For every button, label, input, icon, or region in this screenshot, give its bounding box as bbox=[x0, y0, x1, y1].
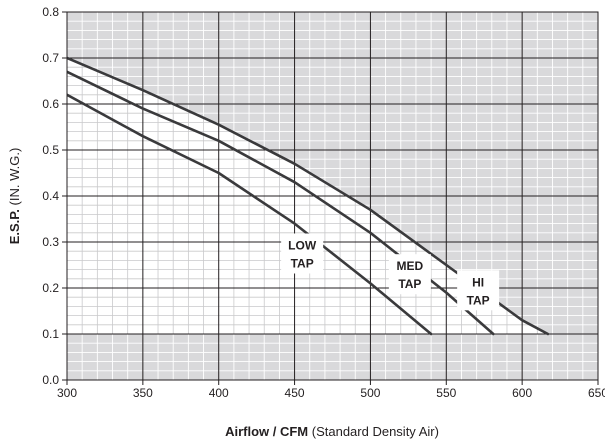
x-tick-label: 550 bbox=[436, 386, 456, 400]
x-axis-title-rest: (Standard Density Air) bbox=[312, 424, 439, 439]
y-tick-label: 0.0 bbox=[42, 373, 59, 387]
tap-label-box bbox=[281, 233, 324, 274]
y-axis-ticks: 0.0 0.1 0.2 0.3 0.4 0.5 0.6 0.7 0.8 bbox=[42, 5, 67, 387]
y-tick-label: 0.1 bbox=[42, 327, 59, 341]
y-tick-label: 0.8 bbox=[42, 5, 59, 19]
tap-labels: LOW TAP MED TAP HI TAP bbox=[281, 233, 500, 311]
y-axis-title: E.S.P. (IN. W.G.) bbox=[7, 148, 22, 245]
x-axis-title-bold: Airflow / CFM bbox=[225, 424, 308, 439]
y-tick-label: 0.6 bbox=[42, 97, 59, 111]
tap-label-box bbox=[457, 270, 500, 311]
y-tick-label: 0.7 bbox=[42, 51, 59, 65]
low-tap-label: LOW TAP bbox=[281, 233, 324, 274]
x-tick-label: 500 bbox=[360, 386, 380, 400]
y-tick-label: 0.5 bbox=[42, 143, 59, 157]
tap-label-text: TAP bbox=[291, 257, 314, 271]
low-tap-curve bbox=[67, 93, 433, 336]
tap-label-text: MED bbox=[397, 259, 424, 273]
tap-label-text: TAP bbox=[398, 277, 421, 291]
tap-label-box bbox=[388, 254, 431, 295]
x-tick-label: 300 bbox=[57, 386, 77, 400]
med-tap-curve bbox=[67, 70, 495, 336]
x-tick-label: 350 bbox=[133, 386, 153, 400]
med-tap-label: MED TAP bbox=[388, 254, 431, 295]
x-tick-label: 600 bbox=[512, 386, 532, 400]
tap-label-text: TAP bbox=[467, 293, 490, 307]
x-axis-title: Airflow / CFM (Standard Density Air) bbox=[225, 424, 439, 439]
y-tick-label: 0.3 bbox=[42, 235, 59, 249]
y-axis-title-rest: (IN. W.G.) bbox=[7, 148, 22, 206]
y-tick-label: 0.4 bbox=[42, 189, 59, 203]
x-tick-label: 650 bbox=[588, 386, 605, 400]
hi-tap-curve bbox=[67, 56, 550, 336]
y-axis-title-bold: E.S.P. bbox=[7, 209, 22, 244]
y-tick-label: 0.2 bbox=[42, 281, 59, 295]
curve-layer bbox=[67, 56, 550, 336]
x-tick-label: 400 bbox=[209, 386, 229, 400]
x-axis-ticks: 300 350 400 450 500 550 600 650 bbox=[57, 380, 605, 400]
x-tick-label: 450 bbox=[285, 386, 305, 400]
tap-label-text: LOW bbox=[288, 239, 317, 253]
tap-label-text: HI bbox=[472, 275, 484, 289]
hi-tap-label: HI TAP bbox=[457, 270, 500, 311]
